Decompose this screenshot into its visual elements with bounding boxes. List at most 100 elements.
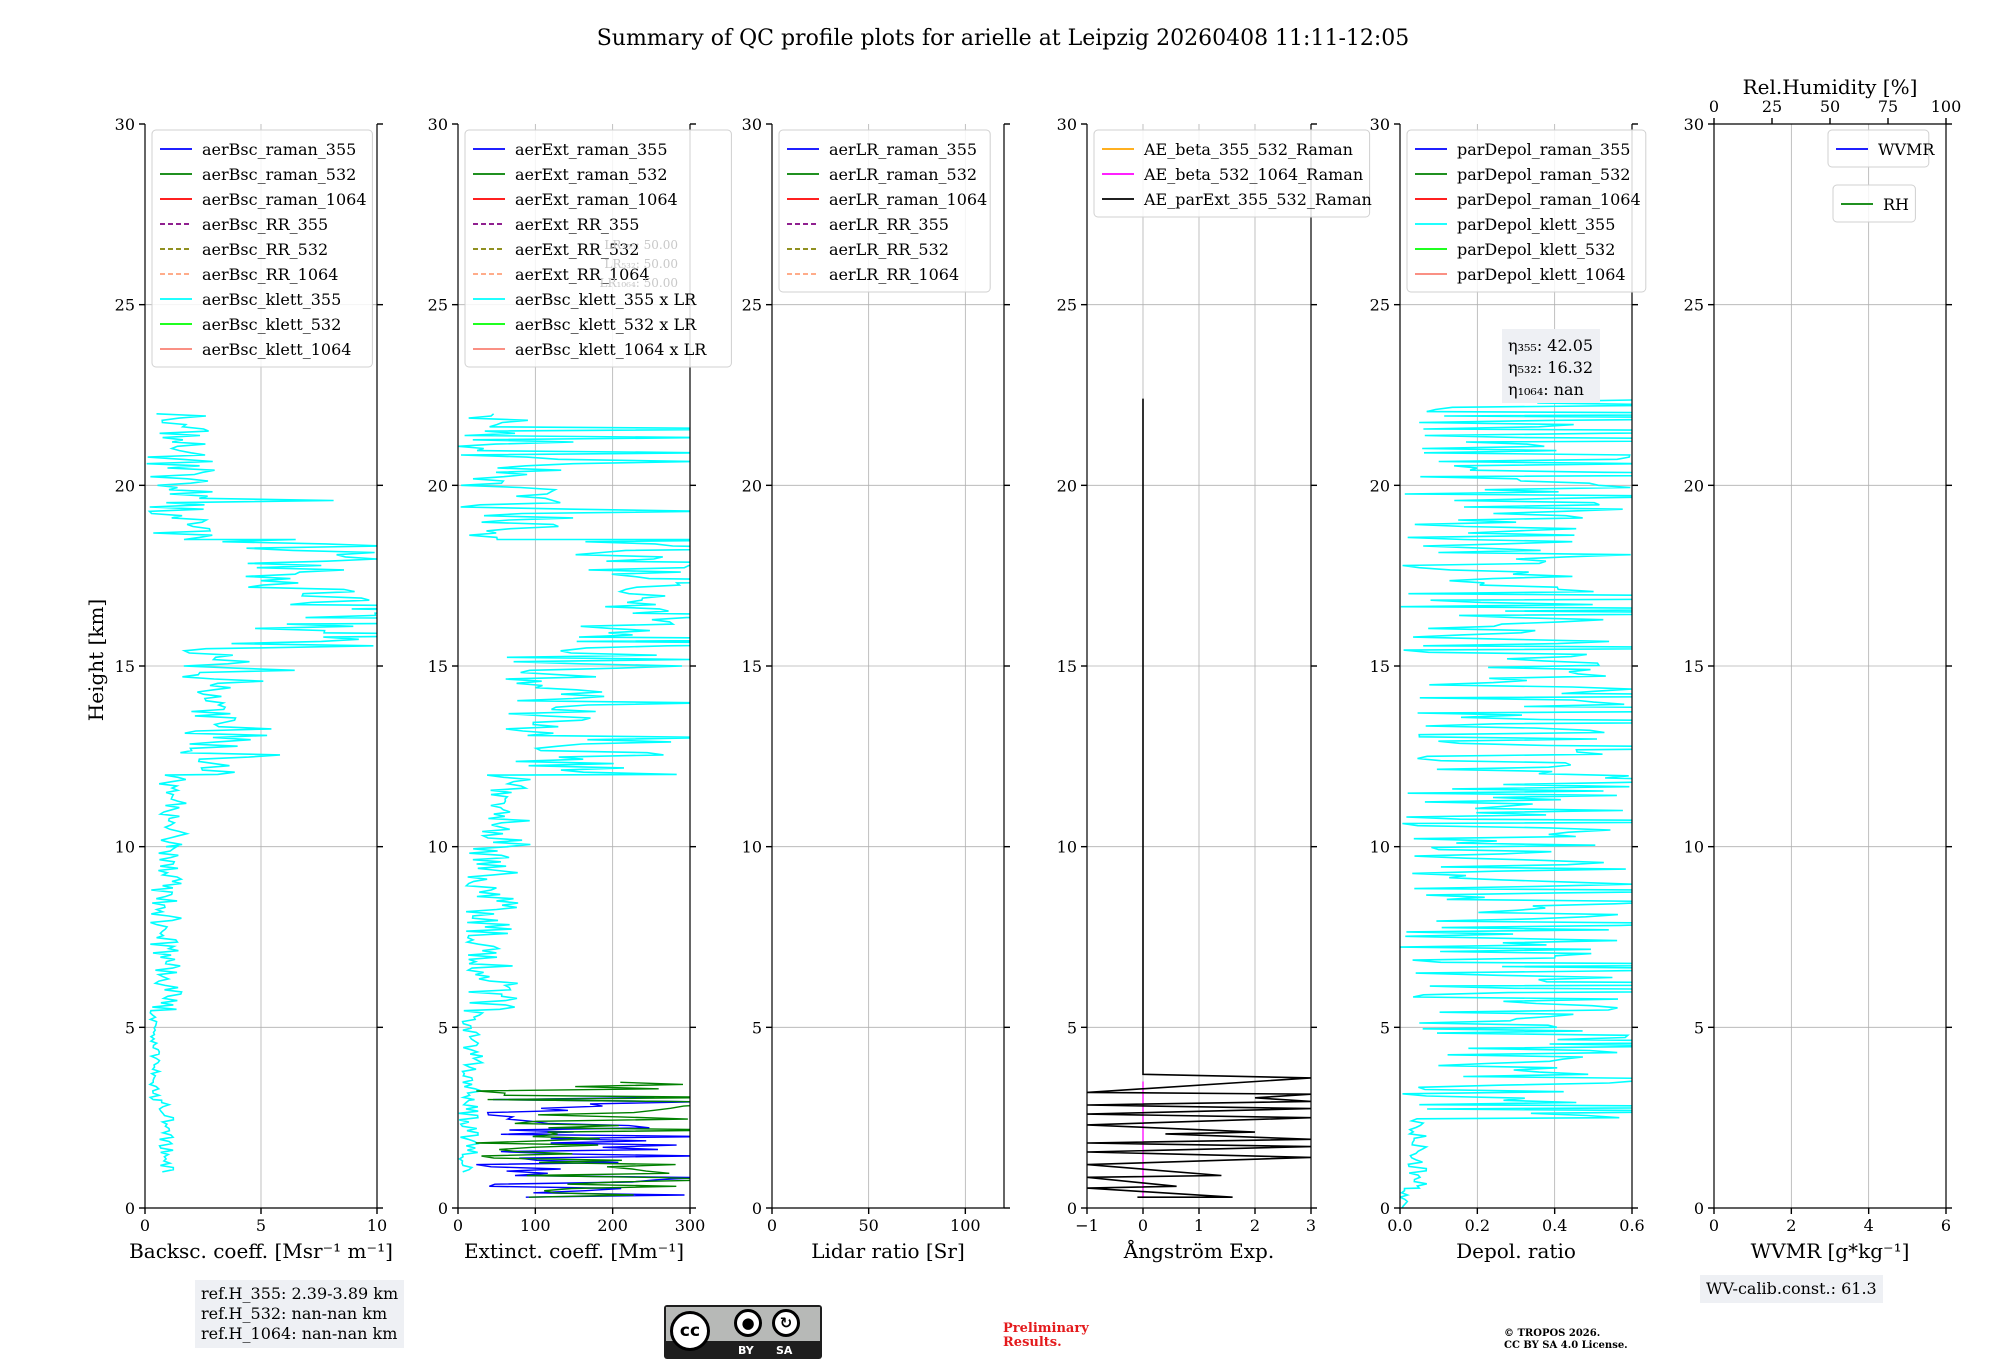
- lidar-ratio-label: LR₁₀₆₄: 50.00: [600, 276, 678, 290]
- eta-label: η₃₅₅: 42.05: [1508, 336, 1593, 355]
- legend-label: aerBsc_RR_532: [202, 240, 328, 259]
- lidar-ratio-label: LR₃₅₅: 50.00: [604, 238, 678, 252]
- y-tick-label: 20: [115, 476, 135, 495]
- legend-label: AE_beta_355_532_Raman: [1143, 140, 1353, 159]
- series-aerbsc-klett-355-x-lr: [458, 413, 690, 1173]
- eta-label: η₅₃₂: 16.32: [1508, 358, 1593, 377]
- legend-label: parDepol_raman_1064: [1457, 190, 1641, 209]
- x-tick-label: 100: [950, 1216, 981, 1235]
- y-tick-label: 30: [742, 115, 762, 134]
- reference-height-box: ref.H_355: 2.39-3.89 km ref.H_532: nan-n…: [195, 1280, 405, 1348]
- legend-box: [1093, 129, 1371, 218]
- x-axis-label: Ångström Exp.: [1123, 1238, 1274, 1263]
- legend-label: aerBsc_klett_355 x LR: [515, 290, 697, 309]
- x-tick-label: 3: [1306, 1216, 1316, 1235]
- series-pardepol-klett-355: [1400, 399, 1632, 1208]
- panel-5: 0 5 10 15 20 25 30 0.0 0.2 0.4 0.6 Depol. ratio parD…: [1370, 115, 1647, 1263]
- figure-title: Summary of QC profile plots for arielle …: [597, 26, 1410, 51]
- x-tick-label: −1: [1075, 1216, 1099, 1235]
- y-tick-label: 10: [428, 838, 448, 857]
- cc-license-badge: cc ● ↻ BY SA: [664, 1305, 822, 1359]
- y-axis-label: Height [km]: [84, 599, 108, 721]
- x-tick-label: 2: [1250, 1216, 1260, 1235]
- series-aerext-raman-355: [476, 1096, 690, 1198]
- legend-label: aerBsc_klett_532: [202, 315, 341, 334]
- x-tick-label: 0.2: [1465, 1216, 1490, 1235]
- legend-label: parDepol_klett_532: [1457, 240, 1615, 259]
- legend-label: aerBsc_klett_1064 x LR: [515, 340, 707, 359]
- legend-label: aerLR_RR_532: [829, 240, 949, 259]
- y-tick-label: 10: [1057, 838, 1077, 857]
- y-tick-label: 5: [1694, 1018, 1704, 1037]
- x-tick-label: 10: [367, 1216, 387, 1235]
- x-tick-label: 300: [675, 1216, 706, 1235]
- y-tick-label: 25: [428, 296, 448, 315]
- share-alike-icon: ↻: [772, 1309, 800, 1337]
- legend-label: aerExt_raman_355: [515, 140, 668, 159]
- cc-icon: cc: [670, 1311, 710, 1351]
- y-tick-label: 0: [438, 1199, 448, 1218]
- legend-label: aerLR_RR_1064: [829, 265, 959, 284]
- preliminary-line-2: Results.: [1003, 1335, 1062, 1350]
- legend-box: [151, 129, 373, 368]
- x-axis-label: Lidar ratio [Sr]: [811, 1239, 965, 1263]
- legend-label: AE_parExt_355_532_Raman: [1143, 190, 1372, 209]
- series-aerext-raman-532: [475, 1081, 690, 1198]
- series-group: [458, 413, 690, 1198]
- legend-label: RH: [1883, 195, 1909, 214]
- wv-calibration-constant: WV-calib.const.: 61.3: [1706, 1279, 1877, 1298]
- top-x-tick-label: 75: [1878, 97, 1898, 116]
- y-tick-label: 5: [438, 1018, 448, 1037]
- legend-label: parDepol_klett_355: [1457, 215, 1615, 234]
- y-tick-label: 10: [1684, 838, 1704, 857]
- y-tick-label: 10: [1370, 838, 1390, 857]
- y-tick-label: 25: [1057, 296, 1077, 315]
- y-tick-label: 20: [1057, 476, 1077, 495]
- legend-label: aerExt_RR_532: [515, 240, 639, 259]
- x-tick-label: 2: [1786, 1216, 1796, 1235]
- top-x-axis-label: Rel.Humidity [%]: [1743, 75, 1918, 99]
- ref-height-355: ref.H_355: 2.39-3.89 km: [201, 1284, 399, 1303]
- y-tick-label: 15: [1684, 657, 1704, 676]
- legend-label: parDepol_klett_1064: [1457, 265, 1626, 284]
- eta-box: [1502, 329, 1600, 403]
- legend-label: aerLR_RR_355: [829, 215, 949, 234]
- top-x-tick-label: 25: [1762, 97, 1782, 116]
- sa-label: SA: [776, 1344, 793, 1357]
- y-tick-label: 20: [1370, 476, 1390, 495]
- attribution-icon: ●: [734, 1309, 762, 1337]
- eta-label: η₁₀₆₄: nan: [1508, 380, 1584, 399]
- series-group: [146, 413, 377, 1173]
- panel-6: 0 5 10 15 20 25 30 0 2 4 6 WVMR [g*kg⁻¹] 0 25 50 75 100 R…: [1684, 75, 1962, 1263]
- legend-box: [778, 129, 991, 293]
- y-tick-label: 15: [1057, 657, 1077, 676]
- legend-label: aerBsc_RR_1064: [202, 265, 338, 284]
- x-tick-label: 1: [1194, 1216, 1204, 1235]
- legend-box: [1406, 129, 1647, 293]
- y-tick-label: 10: [742, 838, 762, 857]
- x-tick-label: 6: [1941, 1216, 1951, 1235]
- legend-rh-box: [1832, 184, 1916, 223]
- y-tick-label: 30: [1684, 115, 1704, 134]
- legend-label: aerExt_RR_355: [515, 215, 639, 234]
- x-tick-label: 0: [1709, 1216, 1719, 1235]
- panel-3: 0 5 10 15 20 25 30 0 50 100 Lidar ratio [Sr] aerLR_…: [742, 115, 1010, 1263]
- y-tick-label: 25: [1684, 296, 1704, 315]
- legend-label: parDepol_raman_532: [1457, 165, 1630, 184]
- legend-label: aerExt_raman_532: [515, 165, 668, 184]
- series-group: [1400, 399, 1632, 1208]
- x-axis-label: Backsc. coeff. [Msr⁻¹ m⁻¹]: [129, 1239, 393, 1263]
- legend-label: aerBsc_klett_532 x LR: [515, 315, 697, 334]
- x-tick-label: 200: [597, 1216, 628, 1235]
- legend-label: aerBsc_raman_355: [202, 140, 356, 159]
- series-aerbsc-klett-355: [146, 413, 377, 1173]
- y-tick-label: 30: [1057, 115, 1077, 134]
- preliminary-note: Preliminary Results.: [1003, 1322, 1089, 1350]
- ref-height-1064: ref.H_1064: nan-nan km: [201, 1324, 398, 1343]
- y-tick-label: 5: [752, 1018, 762, 1037]
- legend-label: AE_beta_532_1064_Raman: [1143, 165, 1363, 184]
- top-x-tick-label: 0: [1709, 97, 1719, 116]
- lidar-ratio-label: LR₅₃₂: 50.00: [604, 257, 678, 271]
- copyright-line-1: © TROPOS 2026.: [1504, 1328, 1601, 1339]
